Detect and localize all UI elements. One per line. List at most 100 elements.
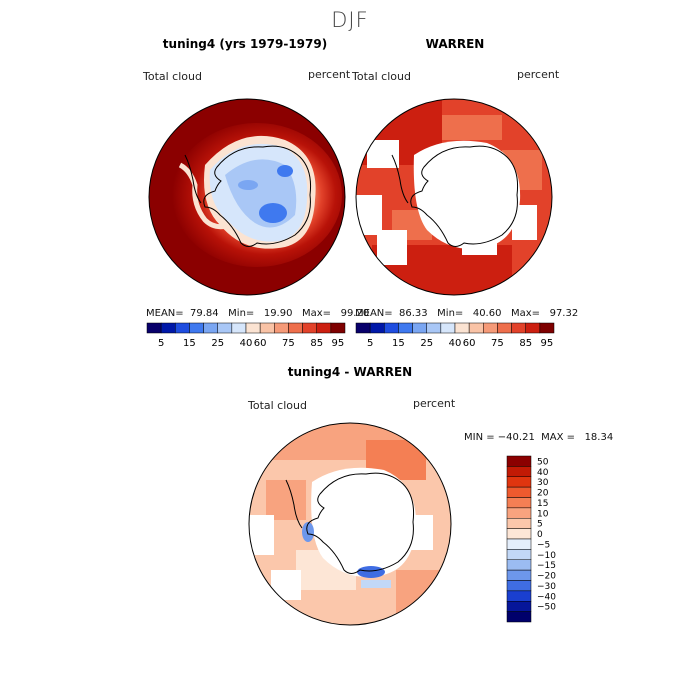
- left-units-label: percent: [308, 68, 351, 81]
- right-colorbar-tick-label: 85: [519, 338, 532, 348]
- right-colorbar-swatch: [525, 322, 541, 334]
- diff-polar-map: [248, 422, 452, 626]
- diff-colorbar-tick-label: 0: [537, 530, 543, 540]
- left-map-border: [148, 98, 346, 296]
- diff-colorbar-swatch: [506, 497, 532, 509]
- right-colorbar-swatch: [398, 322, 413, 334]
- right-colorbar-swatch: [454, 322, 470, 334]
- diff-colorbar-tick-label: 20: [537, 489, 549, 499]
- right-panel-title: WARREN: [425, 37, 485, 51]
- right-colorbar-swatch: [384, 322, 399, 334]
- diff-colorbar-swatch: [506, 569, 532, 581]
- diff-colorbar-tick-label: −15: [537, 561, 556, 571]
- left-peninsula-coastline: [184, 154, 202, 204]
- diff-colorbar-swatch: [506, 466, 532, 477]
- left-colorbar-swatch: [330, 322, 346, 334]
- left-colorbar: 5 15 25 40 60 75 85 95: [146, 322, 346, 348]
- right-colorbar-swatch: [497, 322, 512, 334]
- right-colorbar-tick-label: 5: [367, 338, 373, 348]
- right-colorbar-swatch: [483, 322, 498, 334]
- diff-colorbar-swatch: [506, 580, 532, 592]
- left-colorbar-swatch: [189, 322, 204, 334]
- diff-colorbar-swatch: [506, 611, 532, 623]
- diff-colorbar-tick-label: −20: [537, 572, 556, 582]
- diff-colorbar-swatch: [506, 518, 532, 529]
- right-variable-label: Total cloud: [352, 70, 411, 83]
- left-colorbar-swatch: [175, 322, 190, 334]
- diff-colorbar-tick-label: 15: [537, 499, 548, 509]
- left-colorbar-tick-label: 25: [211, 338, 224, 348]
- diff-colorbar-tick-label: −10: [537, 551, 556, 561]
- right-colorbar-tick-label: 75: [491, 338, 504, 348]
- right-colorbar-swatch: [426, 322, 442, 334]
- diff-colorbar-tick-label: −5: [537, 540, 550, 550]
- diff-colorbar-tick-label: −40: [537, 592, 556, 602]
- right-colorbar-tick-label: 40: [449, 338, 462, 348]
- diff-stats: MIN = −40.21 MAX = 18.34: [464, 432, 614, 443]
- diff-colorbar-swatch: [506, 549, 532, 560]
- left-panel-title: tuning4 (yrs 1979-1979): [162, 37, 328, 51]
- right-colorbar-tick-label: 15: [392, 338, 405, 348]
- diff-colorbar-swatch: [506, 601, 532, 612]
- right-stats: MEAN= 86.33 Min= 40.60 Max= 97.32: [355, 308, 579, 319]
- left-variable-label: Total cloud: [143, 70, 202, 83]
- left-colorbar-swatch: [288, 322, 303, 334]
- diff-colorbar-swatch: [506, 559, 532, 571]
- right-colorbar-swatch: [412, 322, 427, 334]
- diff-colorbar-tick-label: 50: [537, 457, 549, 467]
- left-colorbar-swatch: [217, 322, 233, 334]
- diff-panel-title: tuning4 - WARREN: [287, 365, 413, 379]
- left-colorbar-tick-label: 40: [240, 338, 253, 348]
- diff-colorbar-tick-label: 5: [537, 520, 543, 530]
- diff-colorbar-swatch: [506, 455, 532, 467]
- left-colorbar-swatch: [160, 322, 176, 334]
- left-colorbar-swatch: [302, 322, 317, 334]
- figure-title: DJF: [331, 8, 369, 32]
- left-colorbar-swatch: [259, 322, 275, 334]
- left-colorbar-swatch: [245, 322, 261, 334]
- diff-colorbar-tick-label: 40: [537, 468, 549, 478]
- right-antarctica-coastline: [410, 145, 518, 247]
- left-antarctica-coastline: [203, 145, 311, 247]
- right-colorbar: 5 15 25 40 60 75 85 95: [355, 322, 555, 348]
- left-colorbar-tick-label: 85: [310, 338, 323, 348]
- left-colorbar-tick-label: 60: [254, 338, 267, 348]
- diff-peninsula-coastline: [285, 479, 303, 529]
- right-colorbar-swatch: [355, 322, 371, 334]
- diff-colorbar-swatch: [506, 476, 532, 488]
- right-colorbar-swatch: [440, 322, 456, 334]
- diff-colorbar-swatch: [506, 486, 532, 498]
- right-map-border: [355, 98, 553, 296]
- left-stats: MEAN= 79.84 Min= 19.90 Max= 99.20: [146, 308, 370, 319]
- diff-colorbar-tick-label: −50: [537, 603, 556, 613]
- diff-colorbar-tick-label: −30: [537, 582, 556, 592]
- right-polar-map: [355, 98, 553, 296]
- left-polar-map: [148, 98, 346, 296]
- right-colorbar-swatch: [369, 322, 385, 334]
- right-colorbar-swatch: [468, 322, 484, 334]
- diff-colorbar-tick-label: 30: [537, 478, 549, 488]
- left-colorbar-tick-label: 15: [183, 338, 196, 348]
- right-peninsula-coastline: [391, 154, 409, 204]
- diff-colorbar-swatch: [506, 590, 532, 602]
- diff-units-label: percent: [413, 397, 456, 410]
- diff-colorbar-swatch: [506, 528, 532, 540]
- left-colorbar-tick-label: 75: [282, 338, 295, 348]
- right-colorbar-tick-label: 25: [420, 338, 433, 348]
- right-units-label: percent: [517, 68, 560, 81]
- left-colorbar-tick-label: 95: [332, 338, 345, 348]
- diff-map-border: [248, 422, 452, 626]
- left-colorbar-swatch: [316, 322, 332, 334]
- right-colorbar-tick-label: 95: [541, 338, 554, 348]
- diff-variable-label: Total cloud: [248, 399, 307, 412]
- left-colorbar-swatch: [231, 322, 247, 334]
- diff-antarctica-coastline: [306, 472, 414, 574]
- diff-colorbar-swatch: [506, 538, 532, 550]
- diff-colorbar-tick-label: 10: [537, 509, 549, 519]
- left-colorbar-swatch: [203, 322, 218, 334]
- left-colorbar-swatch: [146, 322, 162, 334]
- left-colorbar-tick-label: 5: [158, 338, 164, 348]
- right-colorbar-swatch: [539, 322, 555, 334]
- left-colorbar-swatch: [274, 322, 289, 334]
